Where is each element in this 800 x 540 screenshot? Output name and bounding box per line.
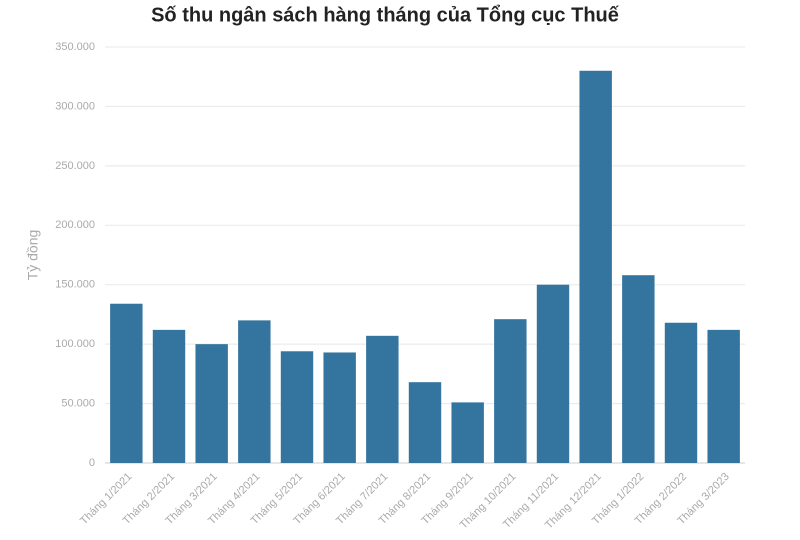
y-tick-label: 0 (89, 457, 95, 469)
bar (622, 275, 655, 463)
y-axis-label: Tỷ đồng (25, 230, 41, 281)
y-tick-label: 350.000 (55, 41, 95, 53)
bar (494, 319, 527, 463)
bar (152, 329, 186, 463)
bar (664, 322, 698, 463)
bar (707, 329, 740, 463)
bar (110, 303, 143, 463)
y-tick-label: 300.000 (55, 100, 95, 112)
chart-title: Số thu ngân sách hàng tháng của Tổng cục… (151, 4, 620, 26)
bar (323, 352, 356, 463)
y-tick-label: 250.000 (55, 160, 95, 172)
bar (366, 335, 399, 463)
y-tick-label: 50.000 (61, 397, 95, 409)
bar (195, 344, 228, 463)
bar (238, 320, 271, 463)
bar (579, 70, 612, 464)
bar (451, 402, 484, 463)
bar (408, 382, 442, 463)
y-tick-label: 150.000 (55, 279, 95, 291)
bar (280, 351, 314, 463)
y-tick-label: 200.000 (55, 219, 95, 231)
bar (536, 284, 570, 463)
y-tick-label: 100.000 (55, 338, 95, 350)
